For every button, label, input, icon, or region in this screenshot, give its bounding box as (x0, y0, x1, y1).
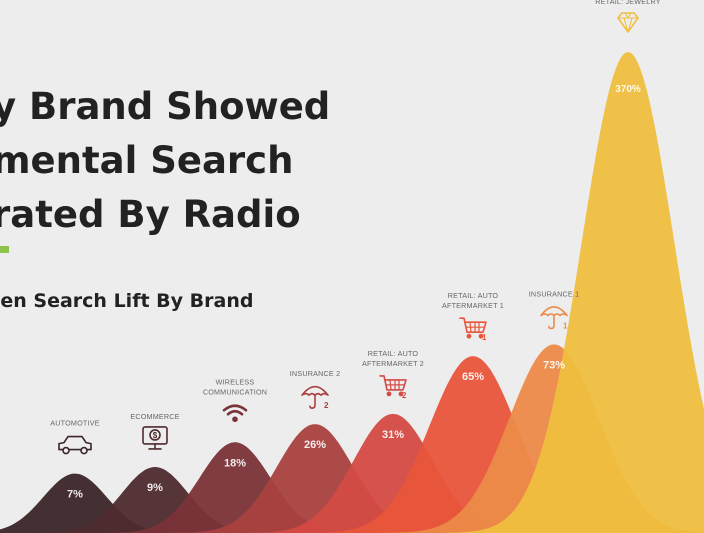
value-label-1: 7% (67, 489, 83, 501)
category-label-6-line-2: AFTERMARKET 1 (442, 301, 504, 310)
category-label-3-line-1: WIRELESS (216, 377, 255, 386)
subtitle: ven Search Lift By Brand (0, 290, 254, 312)
headline-line-1: y Brand Showed (0, 85, 331, 128)
category-label-6-line-1: RETAIL: AUTO (448, 291, 499, 300)
headline-line-3: rated By Radio (0, 193, 301, 236)
svg-text:2: 2 (402, 391, 407, 400)
car-icon (58, 435, 92, 455)
value-label-7: 73% (543, 359, 565, 371)
headline-line-2: mental Search (0, 139, 294, 182)
area-peak-4 (164, 424, 465, 533)
cart-icon: 1 (459, 317, 487, 342)
category-label-3-line-2: COMMUNICATION (203, 387, 267, 396)
value-label-6: 65% (462, 371, 484, 383)
area-peak-8 (446, 52, 704, 533)
area-peak-1 (0, 473, 199, 533)
value-label-3: 18% (224, 457, 246, 469)
subtitle-wrap: ven Search Lift By Brand (0, 290, 320, 320)
value-label-2: 9% (147, 482, 163, 494)
svg-text:2: 2 (324, 401, 329, 410)
svg-text:1: 1 (482, 333, 487, 342)
wifi-icon (222, 404, 248, 423)
svg-text:1: 1 (563, 321, 568, 330)
category-label-4: INSURANCE 2 (290, 369, 341, 378)
umbrella-icon: 1 (540, 306, 568, 330)
umbrella-icon: 2 (301, 385, 329, 410)
category-label-5-line-2: AFTERMARKET 2 (362, 359, 424, 368)
diamond-icon (617, 12, 639, 33)
category-label-5-line-1: RETAIL: AUTO (368, 349, 419, 358)
cart-icon: 2 (379, 375, 407, 400)
accent-bar (0, 246, 9, 253)
category-label-8: RETAIL: JEWELRY (595, 0, 660, 6)
area-peak-3 (94, 442, 375, 533)
category-label-1: AUTOMOTIVE (50, 419, 99, 428)
value-label-4: 26% (304, 439, 326, 451)
value-label-5: 31% (382, 429, 404, 441)
area-peak-2 (25, 467, 285, 533)
headline: y Brand Showed mental Search rated By Ra… (0, 80, 380, 242)
area-peak-5 (237, 413, 549, 533)
area-peak-6 (301, 356, 644, 533)
category-label-2: ECOMMERCE (130, 412, 179, 421)
category-label-7: INSURANCE 1 (529, 289, 580, 298)
svg-text:$: $ (153, 431, 158, 440)
value-label-8: 370% (615, 84, 641, 95)
monitor-dollar-icon: $ (142, 426, 168, 450)
